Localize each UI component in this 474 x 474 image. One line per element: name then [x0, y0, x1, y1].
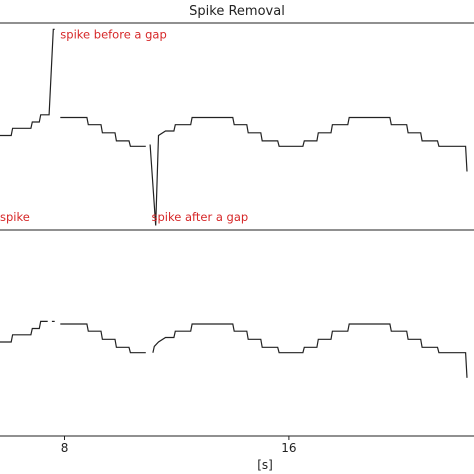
trace-segment-raw-1 — [60, 116, 146, 147]
trace-segment-cleaned-0 — [0, 320, 48, 343]
trace-segment-cleaned-3 — [152, 323, 468, 378]
panel-raw: spike before a gap spike after a gap spike — [0, 27, 468, 226]
chart-title: Spike Removal — [189, 4, 285, 19]
panel-cleaned — [0, 320, 468, 378]
annotation-raw-1: spike after a gap — [152, 210, 249, 224]
x-axis: 8 16 — [61, 436, 297, 455]
x-axis-label: [s] — [257, 458, 273, 472]
trace-segment-cleaned-2 — [60, 323, 146, 354]
x-tick-label-0: 8 — [61, 441, 69, 455]
panel-frame-raw — [0, 22, 474, 231]
annotation-raw-0: spike before a gap — [60, 27, 166, 41]
trace-segment-raw-2 — [149, 116, 468, 226]
panel-frame-cleaned — [0, 229, 474, 437]
x-tick-label-1: 16 — [281, 441, 296, 455]
annotation-raw-2: spike — [0, 210, 30, 224]
trace-segment-raw-0 — [0, 28, 55, 137]
